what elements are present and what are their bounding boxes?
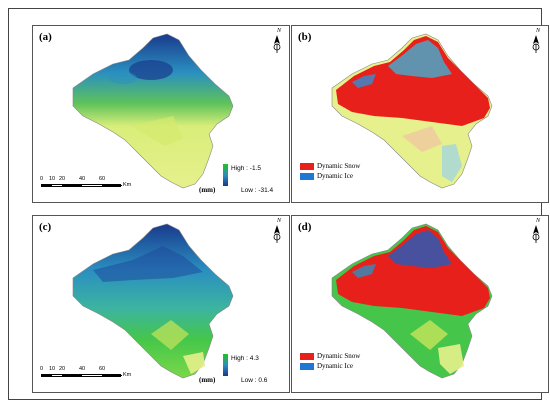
legend-low: Low : 0.6 [241,377,268,384]
legend-swatch [300,173,314,180]
legend-label: Dynamic Snow [317,352,361,360]
panel-label: (b) [298,31,312,43]
map-a [72,33,234,189]
legend-high: High : 4.3 [231,355,259,362]
scale-bar: 0 10 20 40 60 Km [40,366,135,384]
legend-unit: (mm) [199,186,216,194]
legend-item: Dynamic Ice [300,362,390,371]
legend-high: High : -1.5 [231,165,261,172]
north-arrow-icon [273,35,281,53]
north-label: N [276,218,281,224]
scale-tick: 0 [40,366,44,372]
legend-unit: (mm) [199,376,216,384]
gradient-bar [223,164,228,186]
map-d [331,223,493,379]
scale-tick: 60 [99,366,106,372]
scale-tick: 40 [79,176,86,182]
map-b [331,33,493,189]
panel-label: (c) [39,221,52,233]
map-c [72,223,234,379]
gradient-legend: High : 4.3 (mm) Low : 0.6 [199,354,287,388]
gradient-bar [223,354,228,376]
scale-bar: 0 10 20 40 60 Km [40,176,135,194]
panel-label: (a) [39,31,52,43]
legend-swatch [300,163,314,170]
legend-label: Dynamic Ice [317,362,353,370]
panel-a: (a) N 0 10 20 40 60 Km High : -1.5 (mm) … [32,25,290,203]
gradient-legend: High : -1.5 (mm) Low : -31.4 [199,164,287,198]
scale-tick: 10 [49,366,56,372]
legend-item: Dynamic Snow [300,352,390,361]
legend-swatch [300,363,314,370]
scale-tick: 0 [40,176,44,182]
scale-tick: 40 [79,366,86,372]
panel-d: (d) N Dynamic Snow Dynamic Ice [291,215,549,393]
region-shape [72,33,234,189]
legend-label: Dynamic Ice [317,172,353,180]
north-arrow-icon [532,35,540,53]
scale-unit: Km [123,182,132,188]
legend-item: Dynamic Snow [300,162,390,171]
category-legend: Dynamic Snow Dynamic Ice [300,162,390,186]
north-label: N [535,218,540,224]
scale-bar-graphic [41,184,122,187]
panel-b: (b) N Dynamic Snow Dynamic Ice [291,25,549,203]
scale-tick: 60 [99,176,106,182]
north-label: N [276,28,281,34]
scale-tick: 20 [59,366,66,372]
scale-unit: Km [123,372,132,378]
legend-swatch [300,353,314,360]
north-arrow-icon [532,225,540,243]
panel-label: (d) [298,221,312,233]
scale-tick: 10 [49,176,56,182]
scale-bar-graphic [41,374,122,377]
category-legend: Dynamic Snow Dynamic Ice [300,352,390,376]
legend-item: Dynamic Ice [300,172,390,181]
scale-tick: 20 [59,176,66,182]
legend-label: Dynamic Snow [317,162,361,170]
north-label: N [535,28,540,34]
panel-c: (c) N 0 10 20 40 60 Km High : 4.3 (mm) L… [32,215,290,393]
north-arrow-icon [273,225,281,243]
figure: (a) N 0 10 20 40 60 Km High : -1.5 (mm) … [8,8,549,400]
legend-low: Low : -31.4 [241,187,274,194]
region-shape [72,223,234,379]
